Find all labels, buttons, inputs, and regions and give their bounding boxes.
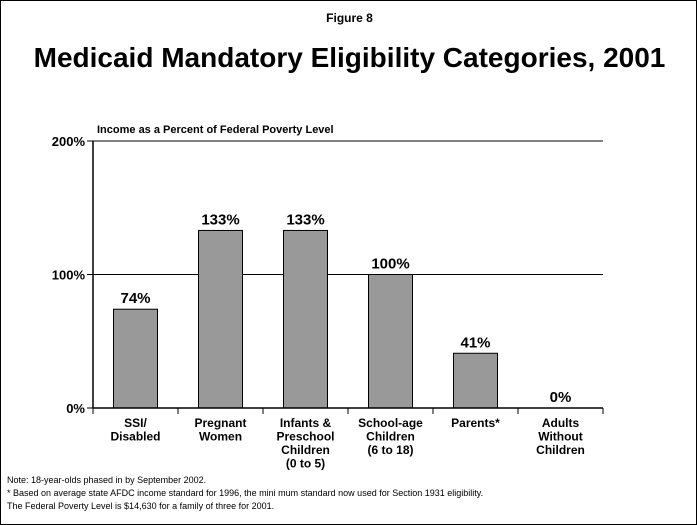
y-tick-label: 0% [66,401,85,416]
x-tick-label: Preschool [276,430,334,444]
bar [283,229,328,409]
bar [368,274,413,409]
x-tick-label: Adults [542,416,580,430]
x-tick-label: (6 to 18) [367,443,413,457]
x-tick-label: Without [538,430,583,444]
x-tick-label: (0 to 5) [286,457,325,471]
figure-label: Figure 8 [326,11,373,25]
x-tick-label: Women [199,430,242,444]
data-label: 41% [460,334,490,351]
bar [453,352,498,409]
footnotes: Note: 18-year-olds phased in by Septembe… [7,474,483,513]
y-axis-title: Income as a Percent of Federal Poverty L… [97,124,334,136]
note-line: The Federal Poverty Level is $14,630 for… [7,501,275,511]
x-tick-label: School-age [358,416,423,430]
x-tick-label: SSI/ [124,416,147,430]
x-tick-label: Pregnant [194,416,246,430]
data-label: 133% [201,211,239,228]
bar [198,229,243,409]
x-tick-label: Infants & [280,416,332,430]
data-label: 0% [550,389,572,406]
bar-chart: Income as a Percent of Federal Poverty L… [52,124,604,471]
x-tick-label: Children [366,430,415,444]
x-tick-label: Parents* [451,416,500,430]
y-tick-label: 100% [52,268,86,283]
x-tick-label: Disabled [110,430,160,444]
data-label: 133% [286,211,324,228]
note-line: * Based on average state AFDC income sta… [7,488,484,498]
data-label: 100% [371,256,409,273]
data-label: 74% [120,290,150,307]
chart-title: Medicaid Mandatory Eligibility Categorie… [33,42,666,73]
y-tick-label: 200% [52,134,86,149]
x-tick-label: Children [536,443,585,457]
x-tick-label: Children [281,443,330,457]
note-line: Note: 18-year-olds phased in by Septembe… [7,475,207,485]
bar [113,308,158,409]
